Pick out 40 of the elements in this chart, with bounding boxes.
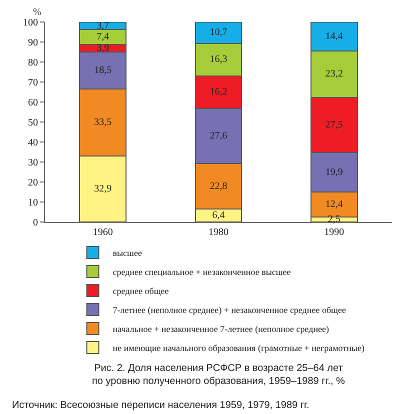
data-label: 23,2 (325, 68, 343, 80)
y-tick-label: 0 (33, 218, 38, 228)
y-tick-label: 80 (28, 58, 38, 68)
y-tick-label: 70 (28, 78, 38, 88)
y-tick-label: 40 (28, 138, 38, 148)
data-label: 3,9 (96, 42, 110, 54)
x-tick-label: 1990 (324, 227, 344, 238)
data-label: 14,4 (325, 31, 343, 42)
legend-label: высшее (112, 248, 142, 258)
data-label: 19,9 (325, 166, 343, 178)
text: Источник: Всесоюзные переписи населения 1959, 1979, 1989 гг. (12, 400, 310, 411)
y-tick-label: 60 (28, 98, 38, 108)
x-tick-label: 1980 (208, 227, 228, 238)
data-label: 27,6 (210, 130, 228, 142)
data-label: 16,2 (210, 86, 228, 98)
legend-label: начальное + незаконченное 7-летнее (неполное среднее) (112, 324, 330, 334)
data-label: 16,3 (210, 54, 228, 66)
y-tick-label: 10 (28, 198, 38, 208)
y-tick-label: 20 (28, 178, 38, 188)
text: Рис. 2. Доля населения РСФСР в возрасте 25–64 лет по уровню полученного образования, 1959–1989 гг., % (92, 363, 346, 387)
data-label: 27,5 (325, 119, 343, 130)
data-label: 3,7 (96, 20, 110, 32)
data-label: 22,8 (210, 180, 228, 192)
data-label: 6,4 (212, 210, 225, 222)
y-axis-title: % (33, 7, 42, 18)
legend-label: не имеющие начального образования (грамотные + неграмотные) (112, 343, 364, 354)
data-label: 7,4 (96, 32, 110, 42)
legend-label: среднее специальное + незаконченное высшее (112, 267, 291, 278)
data-label: 12,4 (325, 199, 343, 210)
data-label: 10,7 (210, 27, 228, 38)
y-tick-label: 100 (23, 18, 38, 28)
legend-label: среднее общее (112, 286, 169, 296)
y-tick-label: 30 (28, 158, 38, 168)
legend-label: 7-летнее (неполное среднее) + незаконченное среднее общее (112, 305, 346, 316)
y-tick-label: 50 (28, 118, 38, 128)
data-label: 18,5 (94, 65, 112, 76)
y-tick-label: 90 (28, 38, 38, 48)
x-tick-label: 1960 (92, 227, 113, 238)
data-label: 33,5 (94, 117, 112, 128)
data-label: 32,9 (94, 184, 112, 195)
